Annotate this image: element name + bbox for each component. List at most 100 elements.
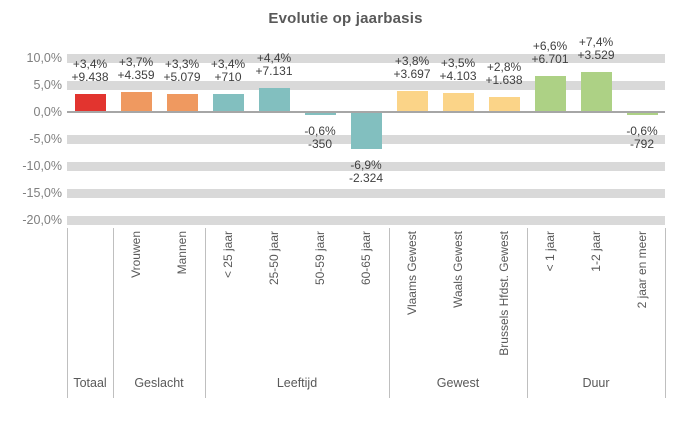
bar-value-label: +3,4% +9.438 [50, 56, 130, 84]
category-label-text: 60-65 jaar [359, 231, 373, 286]
category-label: 1-2 jaar [586, 231, 606, 272]
bar-totaal [74, 93, 106, 112]
group-label: Geslacht [134, 376, 184, 390]
bar-pct-label: +6,6% [532, 39, 568, 54]
group-divider [205, 228, 206, 398]
gridline-band [67, 215, 665, 225]
category-label: Mannen [172, 231, 192, 274]
y-axis-label: -5,0% [29, 132, 62, 146]
bar-25-jaar [212, 93, 244, 112]
group-divider [389, 228, 390, 398]
category-label-text: Vlaams Gewest [405, 231, 419, 316]
category-label-text: Vrouwen [129, 231, 143, 278]
gridline-band [67, 80, 665, 90]
bar-pct-label: +4,4% [256, 51, 292, 66]
bar-pct-label: +3,4% [72, 56, 108, 71]
bar-pct-label: -6,9% [350, 158, 382, 173]
category-label-text: 50-59 jaar [313, 231, 327, 286]
bar-50-59-jaar [304, 112, 336, 116]
category-label: 2 jaar en meer [632, 231, 652, 308]
bar-count-label: +4.359 [117, 68, 155, 83]
bar-value-label: +3,4% +710 [188, 56, 268, 84]
y-axis-label: -15,0% [22, 186, 62, 200]
bar-pct-label: +3,5% [440, 56, 476, 71]
y-axis-label: 5,0% [33, 78, 63, 92]
group-divider [67, 228, 68, 398]
bar-1-2-jaar [580, 72, 612, 112]
x-axis-line [67, 111, 665, 113]
bar-value-label: -6,9% -2.324 [326, 159, 406, 185]
bar-value-label: +2,8% +1.638 [464, 59, 544, 87]
bar-count-label: +1.638 [485, 72, 523, 87]
bar-value-label: -0,6% -792 [602, 125, 682, 151]
gridline-band [67, 53, 665, 63]
bar-count-label: +710 [214, 69, 242, 84]
category-label-text: 1-2 jaar [589, 231, 603, 272]
bar-pct-label: -0,6% [304, 124, 336, 139]
bar-count-label: +3.697 [393, 67, 431, 82]
y-axis-label: -10,0% [22, 159, 62, 173]
bar-value-label: +4,4% +7.131 [234, 52, 314, 78]
bar-count-label: +7.131 [255, 64, 293, 79]
bar-waals-gewest [442, 93, 474, 112]
bar-pct-label: +2,8% [486, 59, 522, 74]
category-label-text: 25-50 jaar [267, 231, 281, 286]
group-label: Gewest [436, 376, 480, 390]
category-label: < 1 jaar [540, 231, 560, 271]
bar-count-label: +4.103 [439, 69, 477, 84]
bar-value-label: +3,8% +3.697 [372, 55, 452, 81]
category-label: 50-59 jaar [310, 231, 330, 285]
bar-count-label: -350 [307, 137, 333, 152]
category-label-text: Waals Gewest [451, 231, 465, 308]
group-label: Totaal [73, 376, 107, 390]
bar-pct-label: +3,4% [210, 56, 246, 71]
category-label-text: Mannen [175, 231, 189, 275]
category-label: Vrouwen [126, 231, 146, 278]
group-label: Leeftijd [276, 376, 318, 390]
bar-value-label: +6,6% +6.701 [510, 40, 590, 66]
category-label-text: Brussels Hfdst. Gewest [497, 231, 511, 356]
bar-value-label: +3,3% +5.079 [142, 58, 222, 84]
bar-count-label: +5.079 [163, 70, 201, 85]
bar-value-label: +3,5% +4.103 [418, 57, 498, 83]
bar-count-label: -2.324 [348, 171, 384, 186]
bar-count-label: +6.701 [531, 52, 569, 67]
bar-value-label: +3,7% +4.359 [96, 56, 176, 82]
bar-count-label: -792 [629, 137, 655, 152]
category-label-text: < 1 jaar [543, 231, 557, 272]
bar-2-jaar-en-meer [626, 112, 658, 116]
bar-60-65-jaar [350, 112, 382, 150]
bar-pct-label: +3,3% [164, 57, 200, 72]
category-label: 60-65 jaar [356, 231, 376, 285]
bar-pct-label: +7,4% [578, 35, 614, 50]
group-label: Duur [582, 376, 610, 390]
bar-vlaams-gewest [396, 91, 428, 112]
bar-1-jaar [534, 76, 566, 112]
group-divider [665, 228, 666, 398]
category-label: 25-50 jaar [264, 231, 284, 285]
category-label-text: 2 jaar en meer [635, 231, 649, 309]
category-label-text: < 25 jaar [221, 231, 235, 279]
group-divider [113, 228, 114, 398]
y-axis-label: 0,0% [33, 105, 63, 119]
group-divider [527, 228, 528, 398]
bar-pct-label: +3,7% [118, 55, 154, 70]
category-label: Brussels Hfdst. Gewest [494, 231, 514, 356]
bar-mannen [166, 94, 198, 112]
bar-value-label: +7,4% +3.529 [556, 36, 636, 62]
bar-brussels-hfdst-gewest [488, 96, 520, 112]
category-label: Waals Gewest [448, 231, 468, 308]
bar-count-label: +9.438 [71, 69, 109, 84]
y-axis-label: 10,0% [26, 51, 62, 65]
gridline-band [67, 188, 665, 198]
category-label: Vlaams Gewest [402, 231, 422, 315]
bar-25-50-jaar [258, 88, 290, 112]
bar-pct-label: +3,8% [394, 54, 430, 69]
gridline-band [67, 161, 665, 171]
y-axis-label: -20,0% [22, 213, 62, 227]
category-label: < 25 jaar [218, 231, 238, 278]
bar-value-label: -0,6% -350 [280, 125, 360, 151]
bar-pct-label: -0,6% [626, 124, 658, 139]
bar-count-label: +3.529 [577, 48, 615, 63]
